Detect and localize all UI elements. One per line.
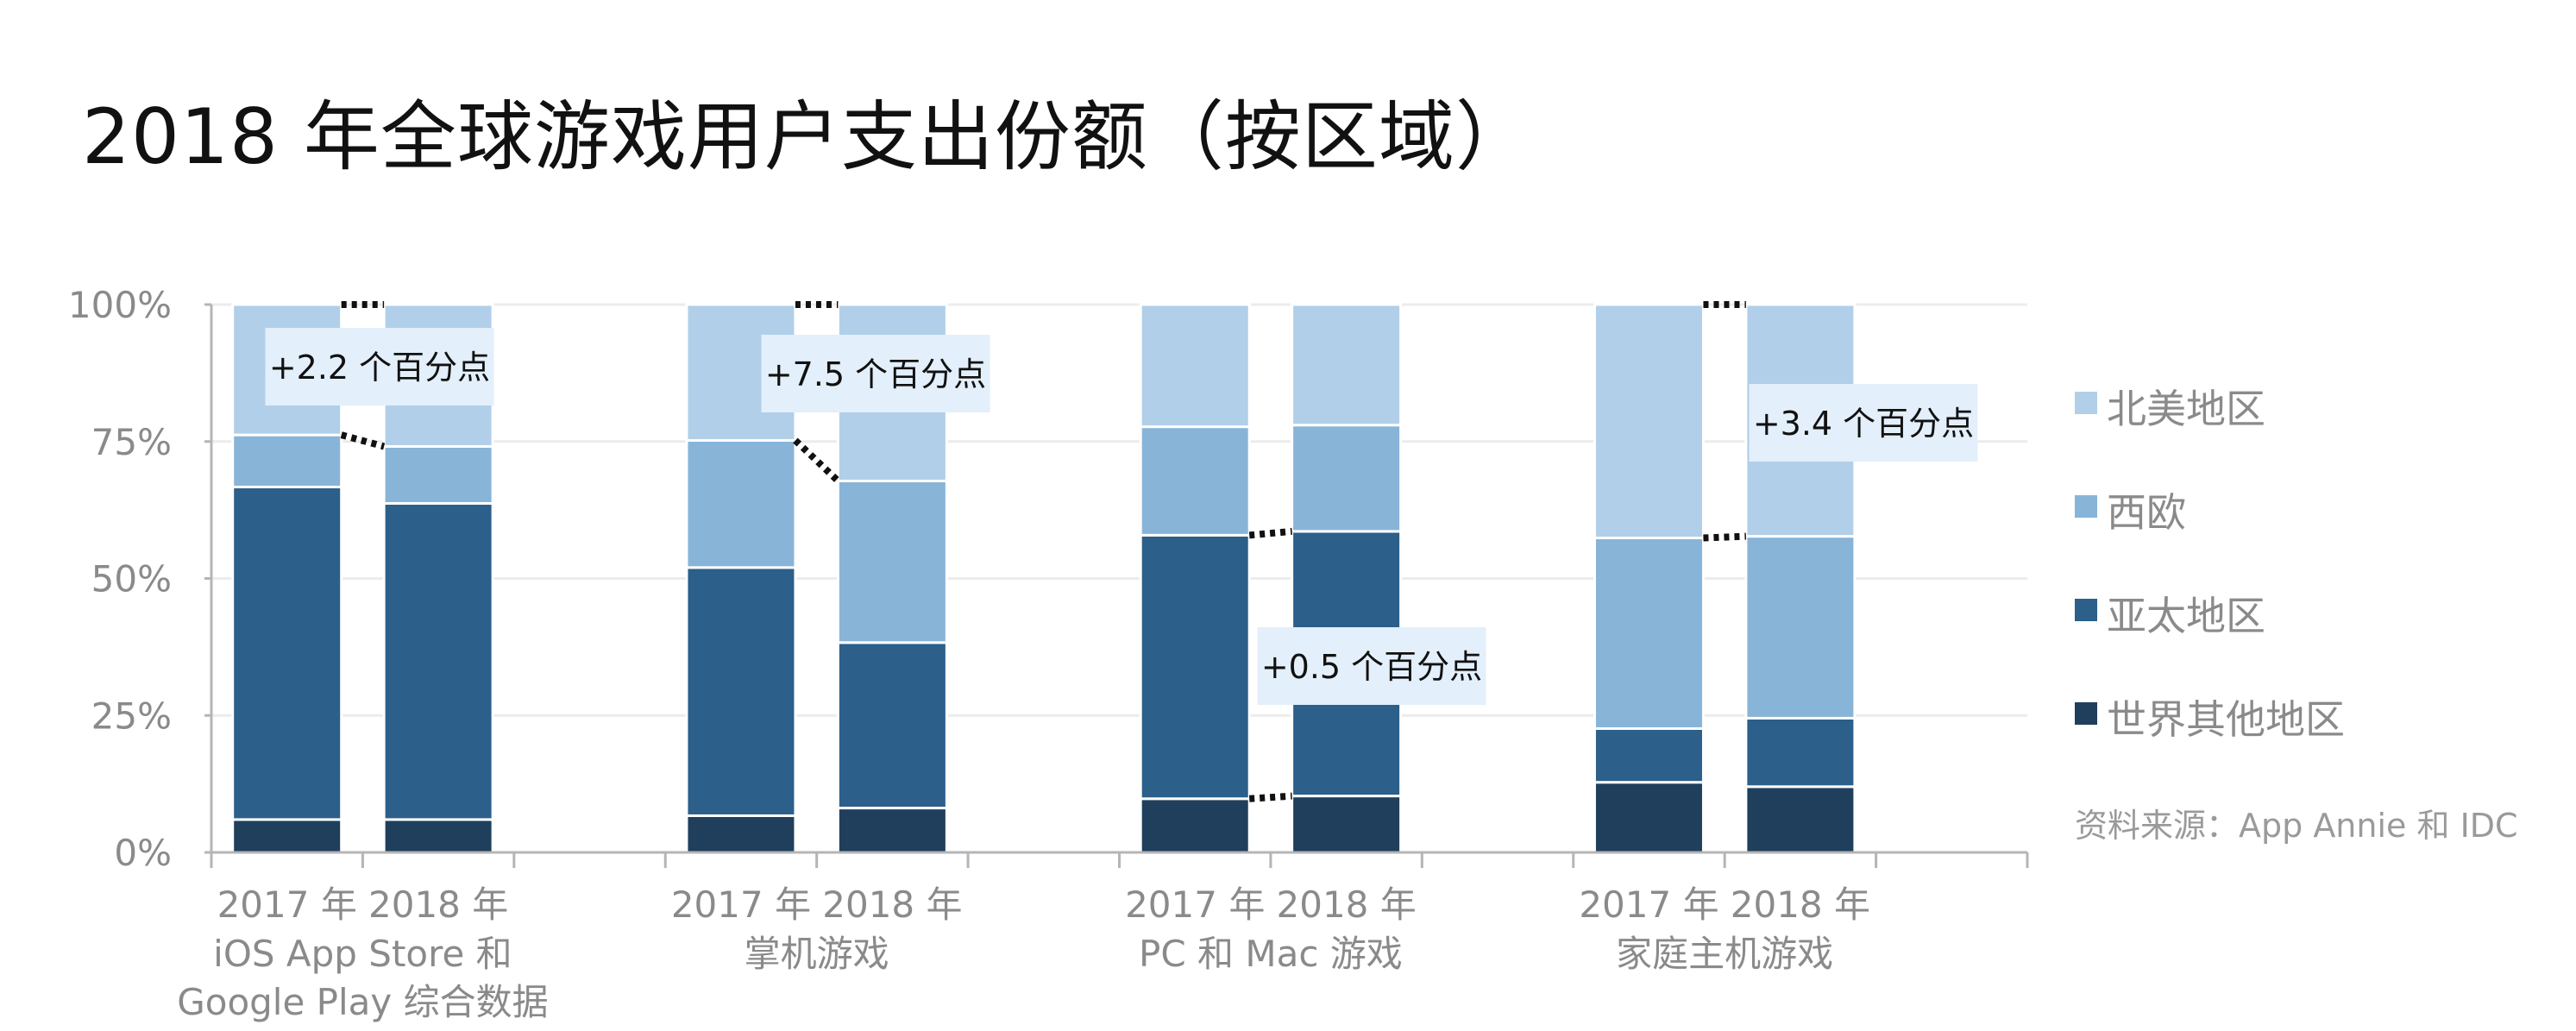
bar-segment-3 (1291, 424, 1403, 533)
y-tick-label: 25% (91, 695, 172, 737)
annotation-label: +3.4 个百分点 (1753, 405, 1974, 443)
annotation-label: +7.5 个百分点 (765, 355, 986, 393)
bar-segment-3 (1139, 425, 1251, 537)
x-year-label: 2018 年 (822, 883, 962, 926)
y-tick-label: 100% (68, 284, 172, 326)
bar-segment-2 (836, 641, 948, 810)
legend-swatch (2075, 495, 2097, 518)
annotation-box (265, 328, 494, 405)
bar-segment-3 (1593, 537, 1705, 730)
bar-segment-2 (231, 485, 343, 821)
legend-swatch (2075, 392, 2097, 414)
x-category-label: Google Play 综合数据 (177, 981, 548, 1023)
connectors (340, 301, 1747, 802)
x-category-label: 家庭主机游戏 (1616, 933, 1833, 975)
bar-segment-1 (231, 818, 343, 854)
source-note: 资料来源：App Annie 和 IDC (2075, 807, 2518, 845)
y-tick-label: 0% (114, 832, 172, 874)
x-category-label: PC 和 Mac 游戏 (1139, 933, 1403, 975)
legend-label: 世界其他地区 (2107, 696, 2345, 743)
legend-label: 西欧 (2107, 489, 2186, 536)
x-category-label: 掌机游戏 (745, 933, 889, 975)
x-year-label: 2017 年 (1579, 883, 1718, 926)
x-year-label: 2018 年 (1731, 883, 1870, 926)
bar-segment-3 (836, 479, 948, 644)
dotted-connector (1248, 527, 1292, 539)
annotation-box (1749, 384, 1978, 462)
bar-segment-4 (1593, 303, 1705, 540)
x-year-label: 2017 年 (1125, 883, 1265, 926)
legend-swatch (2075, 702, 2097, 725)
annotation-label: +2.2 个百分点 (269, 349, 490, 387)
legend-label: 北美地区 (2107, 386, 2265, 432)
annotation-label: +0.5 个百分点 (1261, 648, 1482, 686)
dotted-connector (340, 431, 386, 450)
bar-segment-1 (382, 818, 494, 854)
y-tick-label: 75% (91, 421, 172, 463)
legend-swatch (2075, 599, 2097, 621)
bar-segment-2 (382, 502, 494, 821)
bar-segment-4 (1139, 303, 1251, 429)
bar-segment-3 (382, 444, 494, 506)
bar-segment-1 (836, 807, 948, 854)
dotted-connector (1703, 532, 1747, 542)
bar-segment-2 (685, 566, 797, 817)
bar-segment-4 (1291, 303, 1403, 427)
bar-segment-2 (1593, 726, 1705, 784)
annotation-box (1257, 627, 1486, 705)
bar-segment-2 (1744, 716, 1857, 789)
axes: 0% 25% 50% 75% 100% 2017 年 2018 年 iOS App Store… (68, 284, 2029, 1023)
annotations: +2.2 个百分点 +7.5 个百分点 +0.5 个百分点 +3.4 个百分点 (265, 328, 1978, 705)
x-year-label: 2017 年 (671, 883, 811, 926)
bar-segment-1 (1139, 797, 1251, 854)
annotation-box (761, 335, 990, 412)
y-tick-label: 50% (91, 558, 172, 600)
x-category-label: iOS App Store 和 (213, 933, 512, 975)
legend-label: 亚太地区 (2107, 593, 2265, 639)
bar-segment-3 (685, 438, 797, 569)
bar-segment-1 (1744, 785, 1857, 854)
dotted-connector (1248, 792, 1292, 802)
bar-segment-1 (1593, 781, 1705, 854)
dotted-connector (793, 437, 841, 484)
x-year-label: 2017 年 (217, 883, 357, 926)
chart-title: 2018 年全球游戏用户支出份额（按区域） (82, 92, 1532, 181)
gridlines (211, 303, 2027, 717)
bar-segment-1 (685, 814, 797, 854)
x-year-label: 2018 年 (368, 883, 508, 926)
bar-segment-2 (1139, 533, 1251, 801)
bar-segment-3 (1744, 535, 1857, 720)
bar-segment-1 (1291, 795, 1403, 854)
bar-segment-3 (231, 433, 343, 488)
x-year-label: 2018 年 (1277, 883, 1417, 926)
